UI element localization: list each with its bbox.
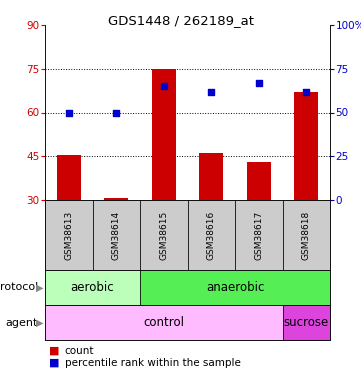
Text: anaerobic: anaerobic (206, 281, 264, 294)
Text: aerobic: aerobic (71, 281, 114, 294)
Text: GSM38617: GSM38617 (254, 210, 263, 260)
Bar (57, 155, 81, 200)
Point (161, 83, 167, 89)
Bar (92, 200, 140, 270)
Text: ■: ■ (49, 358, 59, 368)
Bar (45, 305, 283, 340)
Text: GSM38616: GSM38616 (207, 210, 216, 260)
Text: percentile rank within the sample: percentile rank within the sample (65, 358, 241, 368)
Bar (45, 200, 92, 270)
Text: ▶: ▶ (36, 282, 43, 292)
Text: control: control (143, 316, 184, 329)
Bar (140, 200, 187, 270)
Text: GDS1448 / 262189_at: GDS1448 / 262189_at (108, 14, 253, 27)
Text: ▶: ▶ (36, 318, 43, 327)
Bar (283, 200, 330, 270)
Point (208, 88, 214, 94)
Point (303, 88, 309, 94)
Text: GSM38615: GSM38615 (159, 210, 168, 260)
Text: agent: agent (5, 318, 38, 327)
Bar (235, 200, 283, 270)
Text: count: count (65, 346, 94, 356)
Text: protocol: protocol (0, 282, 38, 292)
Bar (247, 162, 271, 200)
Text: GSM38613: GSM38613 (64, 210, 73, 260)
Bar (187, 200, 235, 270)
Bar (104, 198, 128, 200)
Point (66, 110, 71, 116)
Point (256, 80, 262, 86)
Text: GSM38618: GSM38618 (302, 210, 311, 260)
Bar (140, 270, 330, 305)
Bar (283, 305, 330, 340)
Text: GSM38614: GSM38614 (112, 210, 121, 260)
Text: ■: ■ (49, 346, 59, 356)
Bar (45, 270, 140, 305)
Bar (152, 69, 175, 200)
Text: sucrose: sucrose (284, 316, 329, 329)
Bar (294, 92, 318, 200)
Bar (199, 153, 223, 200)
Point (113, 110, 119, 116)
